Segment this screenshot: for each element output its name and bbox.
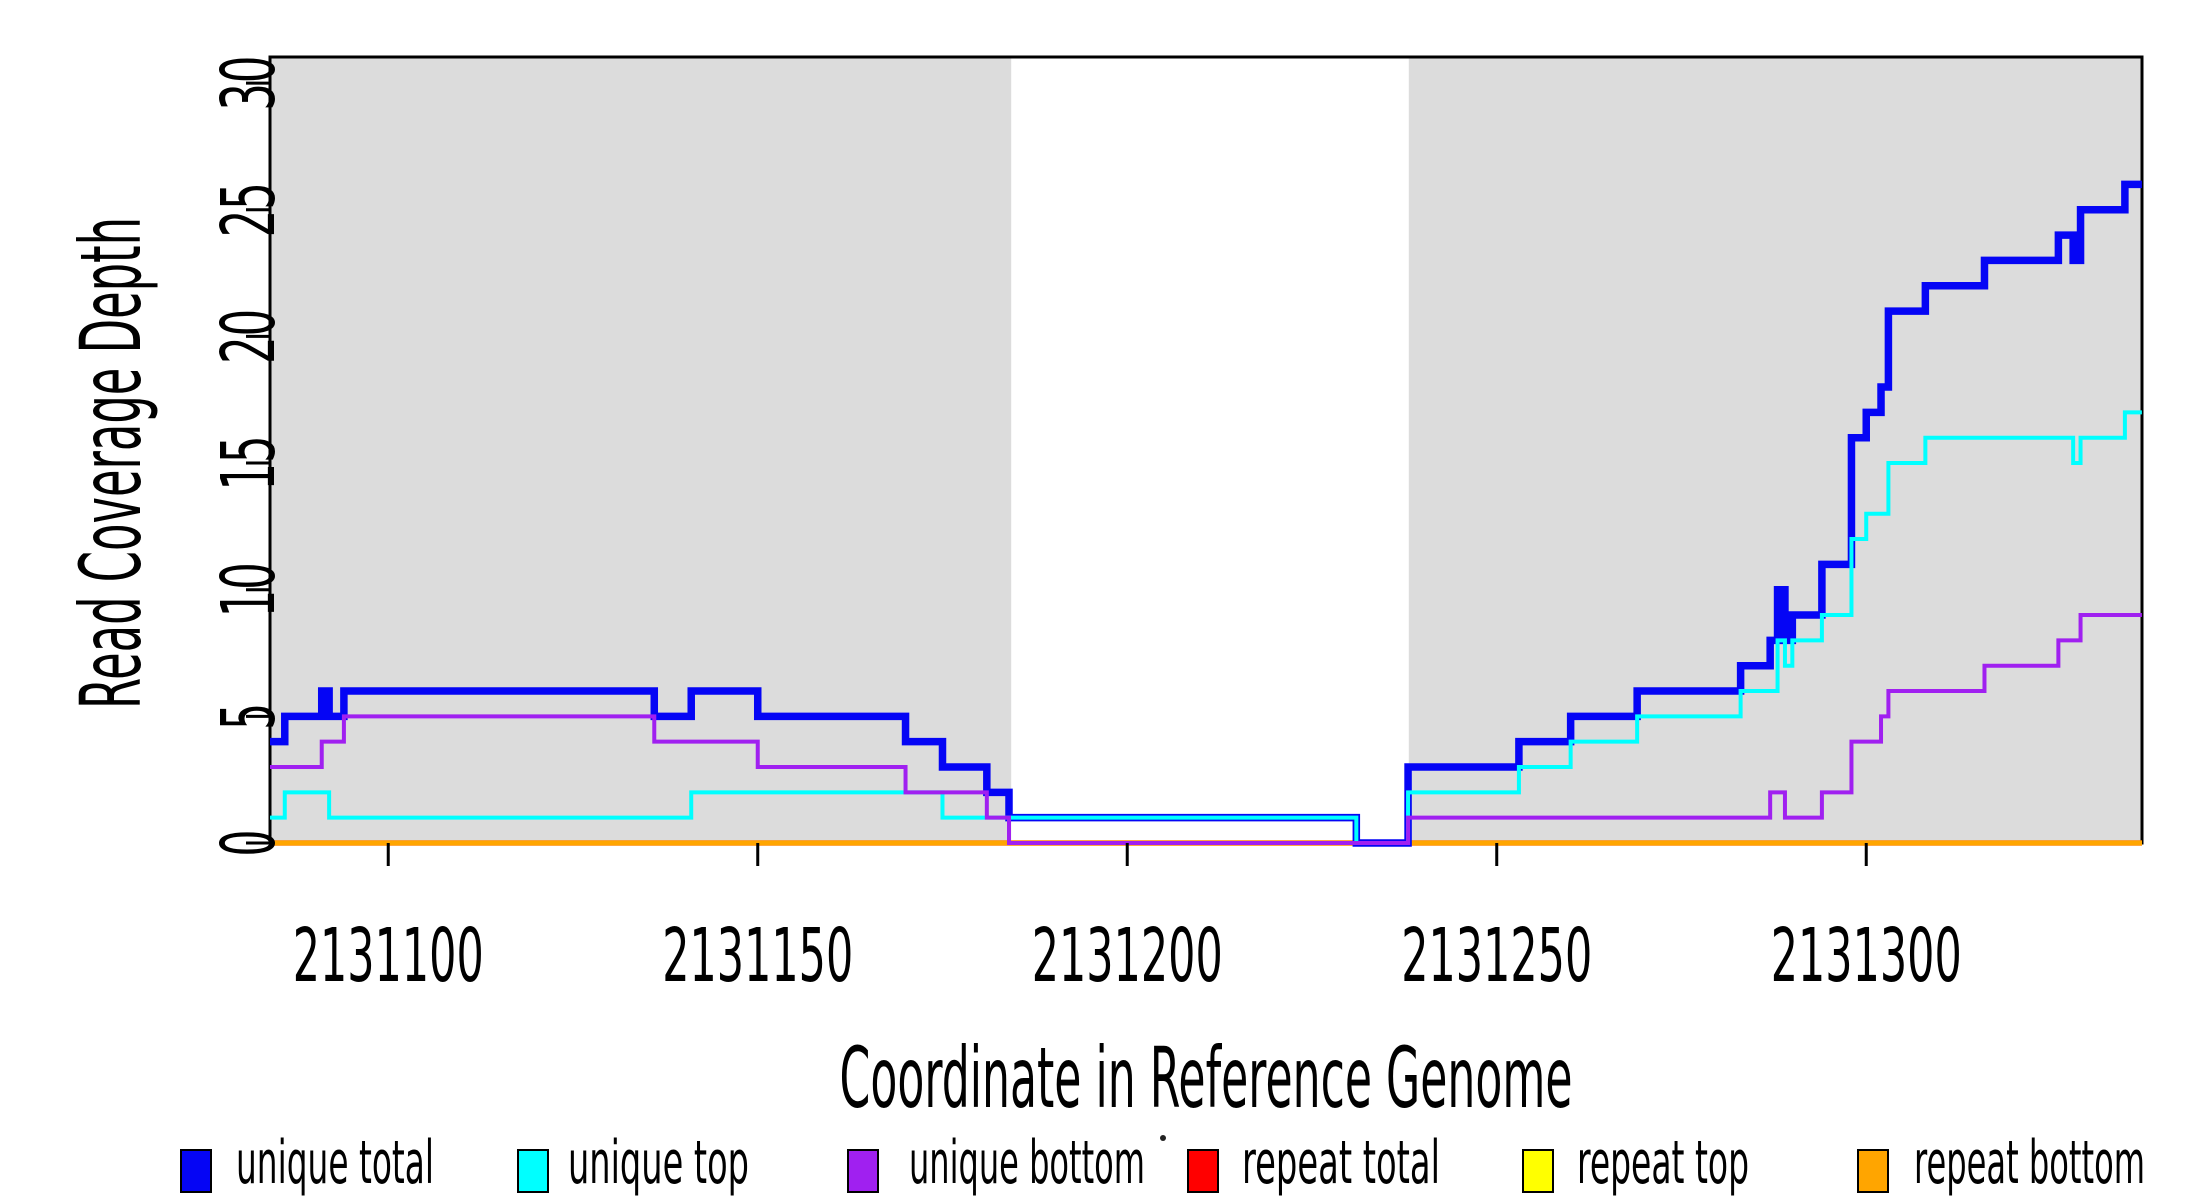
x-tick-label: 2131300 [1771,913,1962,999]
stray-dot [1160,1135,1166,1141]
legend-label: unique top [568,1128,749,1198]
legend-item: repeat total [1187,1128,1440,1198]
y-tick-label: 5 [206,703,292,730]
series-unique-bottom [270,613,2142,845]
x-tick-label: 2131250 [1401,913,1592,999]
legend-label: repeat bottom [1914,1128,2145,1198]
series-unique-top [270,410,2142,845]
x-tick-label: 2131200 [1032,913,1223,999]
shaded-region [270,57,1012,843]
legend-swatch [1857,1149,1889,1193]
shaded-regions [270,57,2142,843]
legend-label: unique total [236,1128,434,1198]
y-tick-label: 15 [206,436,292,491]
legend: unique total unique top unique bottom repea… [180,1128,2145,1198]
legend-item: unique total [180,1128,434,1198]
shaded-region [1408,57,2142,843]
legend-item: repeat bottom [1857,1128,2145,1198]
x-tick-label: 2131100 [293,913,484,999]
y-tick-label: 10 [206,562,292,617]
legend-swatch [1187,1149,1219,1193]
x-tick-label: 2131150 [662,913,853,999]
legend-label: unique bottom [909,1128,1145,1198]
legend-label: repeat total [1242,1128,1440,1198]
x-axis: 2131100 2131150 2131200 2131250 2131300 [293,843,1962,999]
series-unique-total [270,180,2142,847]
y-axis: 0 5 10 15 20 25 30 [206,56,292,857]
legend-swatch [180,1149,212,1193]
x-axis-title: Coordinate in Reference Genome [840,1029,1573,1127]
legend-item: unique top [517,1128,749,1198]
y-tick-label: 30 [206,56,292,111]
series-lines [270,180,2142,847]
y-tick-label: 20 [206,309,292,364]
legend-item: repeat top [1522,1128,1749,1198]
y-tick-label: 25 [206,182,292,237]
y-tick-label: 0 [206,830,292,857]
legend-label: repeat top [1577,1128,1749,1198]
legend-swatch [847,1149,879,1193]
legend-swatch [1522,1149,1554,1193]
legend-item: unique bottom [847,1128,1145,1198]
y-axis-title: Read Coverage Depth [62,217,160,709]
legend-swatch [517,1149,549,1193]
